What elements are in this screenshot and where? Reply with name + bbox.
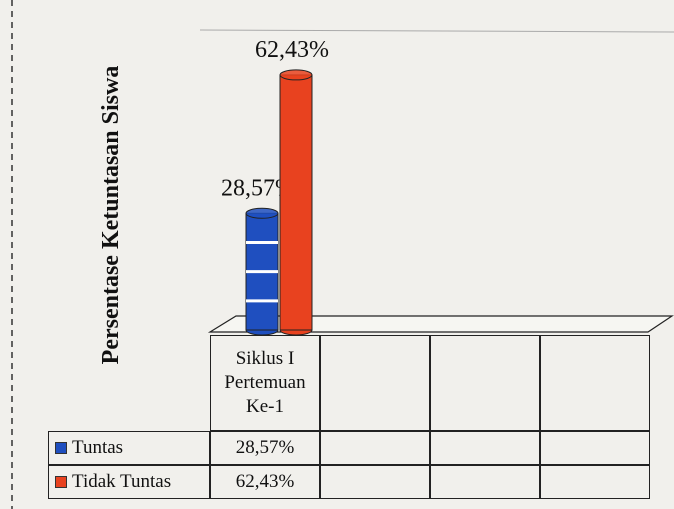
value-cell (430, 465, 540, 499)
y-axis-label: Persentase Ketuntasan Siswa (98, 66, 124, 365)
legend-swatch (55, 476, 67, 488)
legend-label: Tidak Tuntas (72, 471, 172, 492)
floor (207, 315, 674, 333)
cylinder-top (245, 207, 279, 219)
value-cell (540, 431, 650, 465)
legend-cell: Tidak Tuntas (48, 465, 210, 499)
value-cell: 28,57% (210, 431, 320, 465)
value-cell (430, 431, 540, 465)
category-cell (430, 335, 540, 431)
legend-swatch (55, 442, 67, 454)
value-cell (320, 465, 430, 499)
value-cell (540, 465, 650, 499)
category-cell (540, 335, 650, 431)
value-cell: 62,43% (210, 465, 320, 499)
category-cell: Siklus I Pertemuan Ke-1 (210, 335, 320, 431)
legend-cell: Tuntas (48, 431, 210, 465)
legend-label: Tuntas (72, 437, 124, 458)
cylinder-top (279, 69, 313, 81)
category-cell (320, 335, 430, 431)
bar (279, 74, 313, 331)
data-label: 62,43% (255, 37, 329, 63)
plot-top (199, 29, 674, 33)
value-cell (320, 431, 430, 465)
